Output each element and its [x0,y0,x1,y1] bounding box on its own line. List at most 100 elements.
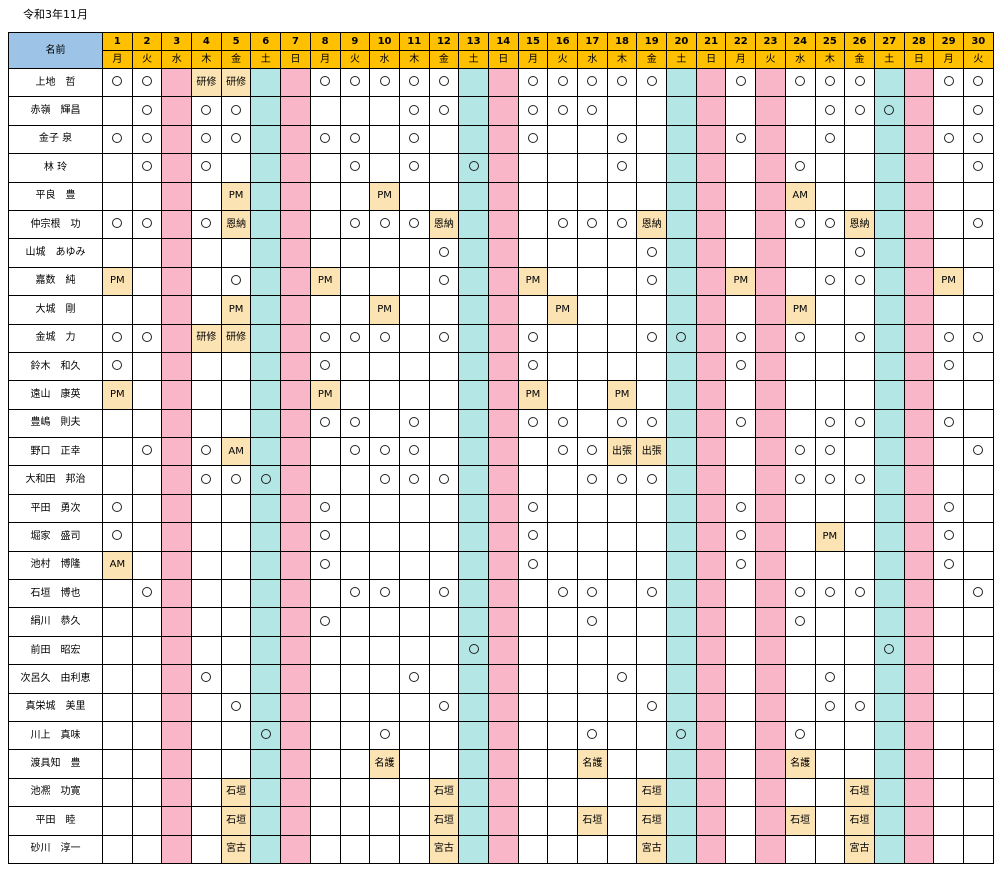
schedule-cell [398,777,430,808]
attendance-circle-icon [379,218,390,229]
schedule-cell [903,266,935,297]
schedule-cell [606,720,638,751]
schedule-cell [220,635,252,666]
schedule-cell [755,67,786,98]
attendance-circle-icon [854,104,865,115]
schedule-cell [873,181,905,211]
staff-name: 池村 博隆 [8,550,103,581]
attendance-circle-icon [349,587,360,598]
schedule-cell [220,493,252,524]
schedule-cell [695,749,727,779]
schedule-cell [844,493,875,524]
schedule-cell [250,635,282,666]
schedule-cell: 出張 [606,437,638,467]
schedule-cell [666,465,697,495]
schedule-cell [191,579,222,609]
schedule-cell [784,124,816,155]
staff-row: 遠山 康英 PM PM PM PM [8,380,994,410]
schedule-cell [962,437,994,467]
schedule-cell [873,408,905,439]
attendance-circle-icon [735,76,746,87]
schedule-cell [962,238,994,268]
schedule-cell [606,692,638,722]
schedule-cell: AM [102,550,133,581]
schedule-cell [695,720,727,751]
schedule-cell [458,692,489,722]
schedule-cell [487,550,519,581]
schedule-cell [369,720,400,751]
attendance-circle-icon [854,700,865,711]
staff-name: 遠山 康英 [8,380,103,410]
schedule-cell [458,834,489,864]
schedule-cell [666,209,697,240]
schedule-cell [606,408,638,439]
schedule-cell [517,295,549,325]
staff-row: 平良 豊 PM PM AM [8,181,994,211]
schedule-cell [398,323,430,353]
schedule-cell [369,579,400,609]
schedule-cell [191,351,222,382]
schedule-cell [636,664,668,694]
schedule-cell [220,522,252,552]
schedule-cell [161,777,193,808]
schedule-cell [784,550,816,581]
schedule-cell [428,266,460,297]
staff-name: 平田 勇次 [8,493,103,524]
schedule-cell [962,664,994,694]
schedule-cell [873,720,905,751]
schedule-cell [398,806,430,836]
weekday-8: 月 [309,50,341,69]
schedule-cell [161,806,193,836]
schedule-cell [339,493,371,524]
schedule-cell [309,124,341,155]
day-number-2: 2 [131,32,163,51]
attendance-circle-icon [231,473,242,484]
schedule-cell [666,635,697,666]
schedule-cell [903,550,935,581]
staff-row: 池凞 功寛 石垣 石垣 石垣 石垣 [8,777,994,808]
schedule-cell [814,408,846,439]
schedule-cell [250,351,282,382]
schedule-cell [339,692,371,722]
attendance-circle-icon [735,132,746,143]
schedule-cell [369,124,400,155]
schedule-cell: PM [220,181,252,211]
attendance-circle-icon [231,132,242,143]
schedule-cell [398,96,430,126]
attendance-circle-icon [973,161,984,172]
schedule-cell [487,295,519,325]
staff-row: 絹川 恭久 [8,607,994,637]
schedule-cell [369,806,400,836]
schedule-cell [191,777,222,808]
schedule-cell [369,465,400,495]
attendance-circle-icon [973,104,984,115]
schedule-cell [547,124,578,155]
schedule-cell [339,295,371,325]
schedule-cell [873,238,905,268]
schedule-cell [547,806,578,836]
schedule-cell [428,437,460,467]
schedule-cell [131,238,163,268]
day-number-28: 28 [903,32,935,51]
schedule-cell [933,607,964,637]
staff-row: 平田 勇次 [8,493,994,524]
schedule-cell [458,323,489,353]
schedule-cell [161,209,193,240]
schedule-cell [250,124,282,155]
schedule-cell [962,607,994,637]
schedule-cell [725,124,757,155]
schedule-cell [755,692,786,722]
schedule-cell [844,720,875,751]
schedule-cell: AM [220,437,252,467]
attendance-circle-icon [557,76,568,87]
page-title: 令和3年11月 [23,8,88,21]
schedule-cell [250,550,282,581]
schedule-cell: PM [517,266,549,297]
schedule-cell: 宮古 [220,834,252,864]
attendance-circle-icon [438,104,449,115]
attendance-circle-icon [824,104,835,115]
schedule-cell: 宮古 [844,834,875,864]
schedule-cell [191,664,222,694]
schedule-cell [280,295,311,325]
schedule-cell [844,124,875,155]
